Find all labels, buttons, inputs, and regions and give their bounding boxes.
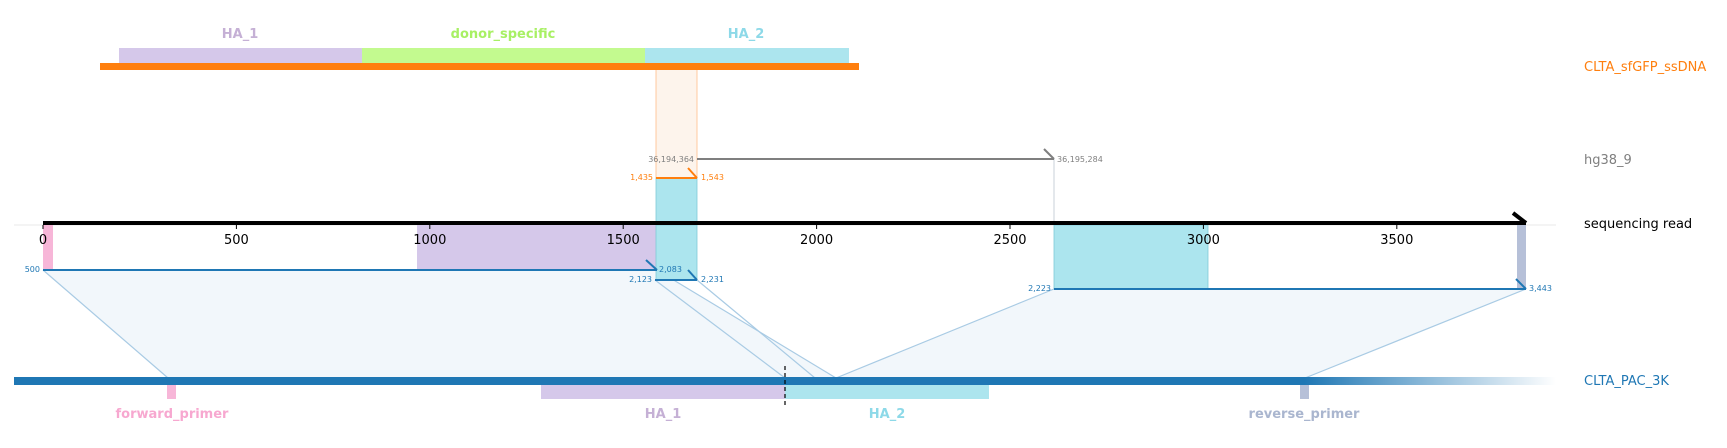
genome-track-label: hg38_9 (1584, 153, 1632, 168)
read-axis-tick-label: 1500 (607, 233, 640, 248)
target-track-label: CLTA_PAC_3K (1584, 374, 1669, 389)
read-track-label: sequencing read (1584, 217, 1692, 232)
read-axis-tick-label: 3000 (1187, 233, 1220, 248)
read-axis-tick-label: 0 (39, 233, 47, 248)
read-axis-ticks: 0 500 1000 1500 2000 2500 3000 3500 (39, 225, 1413, 248)
donor-backbone (100, 63, 859, 70)
donor-feature-donor-specific-bar (362, 48, 645, 65)
donor-aligned-ha2-fill (655, 177, 698, 223)
read-feature-ha2-a (655, 224, 698, 281)
target-alignment-3-start-label: 2,223 (1028, 284, 1051, 293)
target-backbone-fade (1304, 377, 1556, 385)
target-track: forward_primer HA_1 HA_2 reverse_primer (14, 366, 1556, 422)
genome-track: 36,194,364 36,195,284 (648, 148, 1103, 164)
read-feature-reverse-primer (1517, 225, 1526, 288)
read-feature-forward-primer (43, 225, 53, 269)
target-alignment-1-start-label: 500 (25, 265, 40, 274)
read-axis-tick-label: 500 (224, 233, 249, 248)
conn-line-2 (656, 269, 837, 379)
target-alignment-2-start-label: 2,123 (629, 275, 652, 284)
donor-alignment: 1,435 1,543 (630, 167, 724, 223)
read-track: 0 500 1000 1500 2000 2500 3000 3500 (14, 211, 1556, 290)
track-labels: CLTA_sfGFP_ssDNA hg38_9 sequencing read … (1584, 60, 1706, 389)
donor-feature-donor-specific-label: donor_specific (451, 27, 556, 42)
conn-line-4 (696, 279, 816, 379)
donor-feature-ha1-label: HA_1 (222, 27, 259, 42)
target-feature-ha2-bar (785, 385, 989, 399)
donor-track-label: CLTA_sfGFP_ssDNA (1584, 60, 1706, 75)
target-feature-ha1-bar (541, 385, 785, 399)
read-axis-tick-label: 1000 (413, 233, 446, 248)
conn-line-5 (835, 288, 1055, 379)
target-alignment-1-end-label: 2,083 (659, 265, 682, 274)
donor-track: HA_1 donor_specific HA_2 (100, 27, 859, 70)
read-feature-ha2-b (1053, 224, 1209, 290)
donor-end-label: 1,543 (701, 173, 724, 182)
conn-line-1 (42, 269, 169, 379)
connection-shade-right (836, 289, 1526, 378)
target-feature-ha1-label: HA_1 (645, 407, 682, 422)
read-axis-tick-label: 2000 (800, 233, 833, 248)
connection-shade-main (43, 270, 836, 378)
read-axis-tick-label: 2500 (993, 233, 1026, 248)
genome-alignment-end-tick (1043, 148, 1055, 160)
target-alignment-1-end-tick (645, 259, 658, 271)
target-alignment-2-end-tick (687, 269, 698, 281)
target-alignment-3-end-label: 3,443 (1529, 284, 1552, 293)
read-axis-tick-label: 3500 (1380, 233, 1413, 248)
target-backbone (14, 377, 1304, 385)
donor-feature-ha2-label: HA_2 (728, 27, 765, 42)
target-alignment-2-end-label: 2,231 (701, 275, 724, 284)
alignment-connections (42, 68, 1527, 379)
read-feature-ha1 (417, 225, 656, 269)
target-feature-reverse-primer-bar (1300, 385, 1309, 399)
target-feature-forward-primer-bar (167, 385, 176, 399)
target-alignment-3-end-tick (1515, 278, 1527, 290)
conn-line-3 (654, 279, 786, 379)
target-feature-ha2-label: HA_2 (869, 407, 906, 422)
read-axis-end-tick (1511, 211, 1528, 225)
donor-start-label: 1,435 (630, 173, 653, 182)
donor-feature-ha1-bar (119, 48, 362, 65)
conn-line-6 (1304, 288, 1527, 379)
genome-end-label: 36,195,284 (1057, 155, 1103, 164)
donor-feature-ha2-bar (645, 48, 849, 65)
target-alignments: 500 2,083 2,123 2,231 2,223 3,443 (25, 259, 1552, 293)
genome-start-label: 36,194,364 (648, 155, 694, 164)
target-feature-forward-primer-label: forward_primer (116, 407, 230, 422)
donor-alignment-end-tick (687, 167, 698, 179)
target-feature-reverse-primer-label: reverse_primer (1249, 407, 1361, 422)
